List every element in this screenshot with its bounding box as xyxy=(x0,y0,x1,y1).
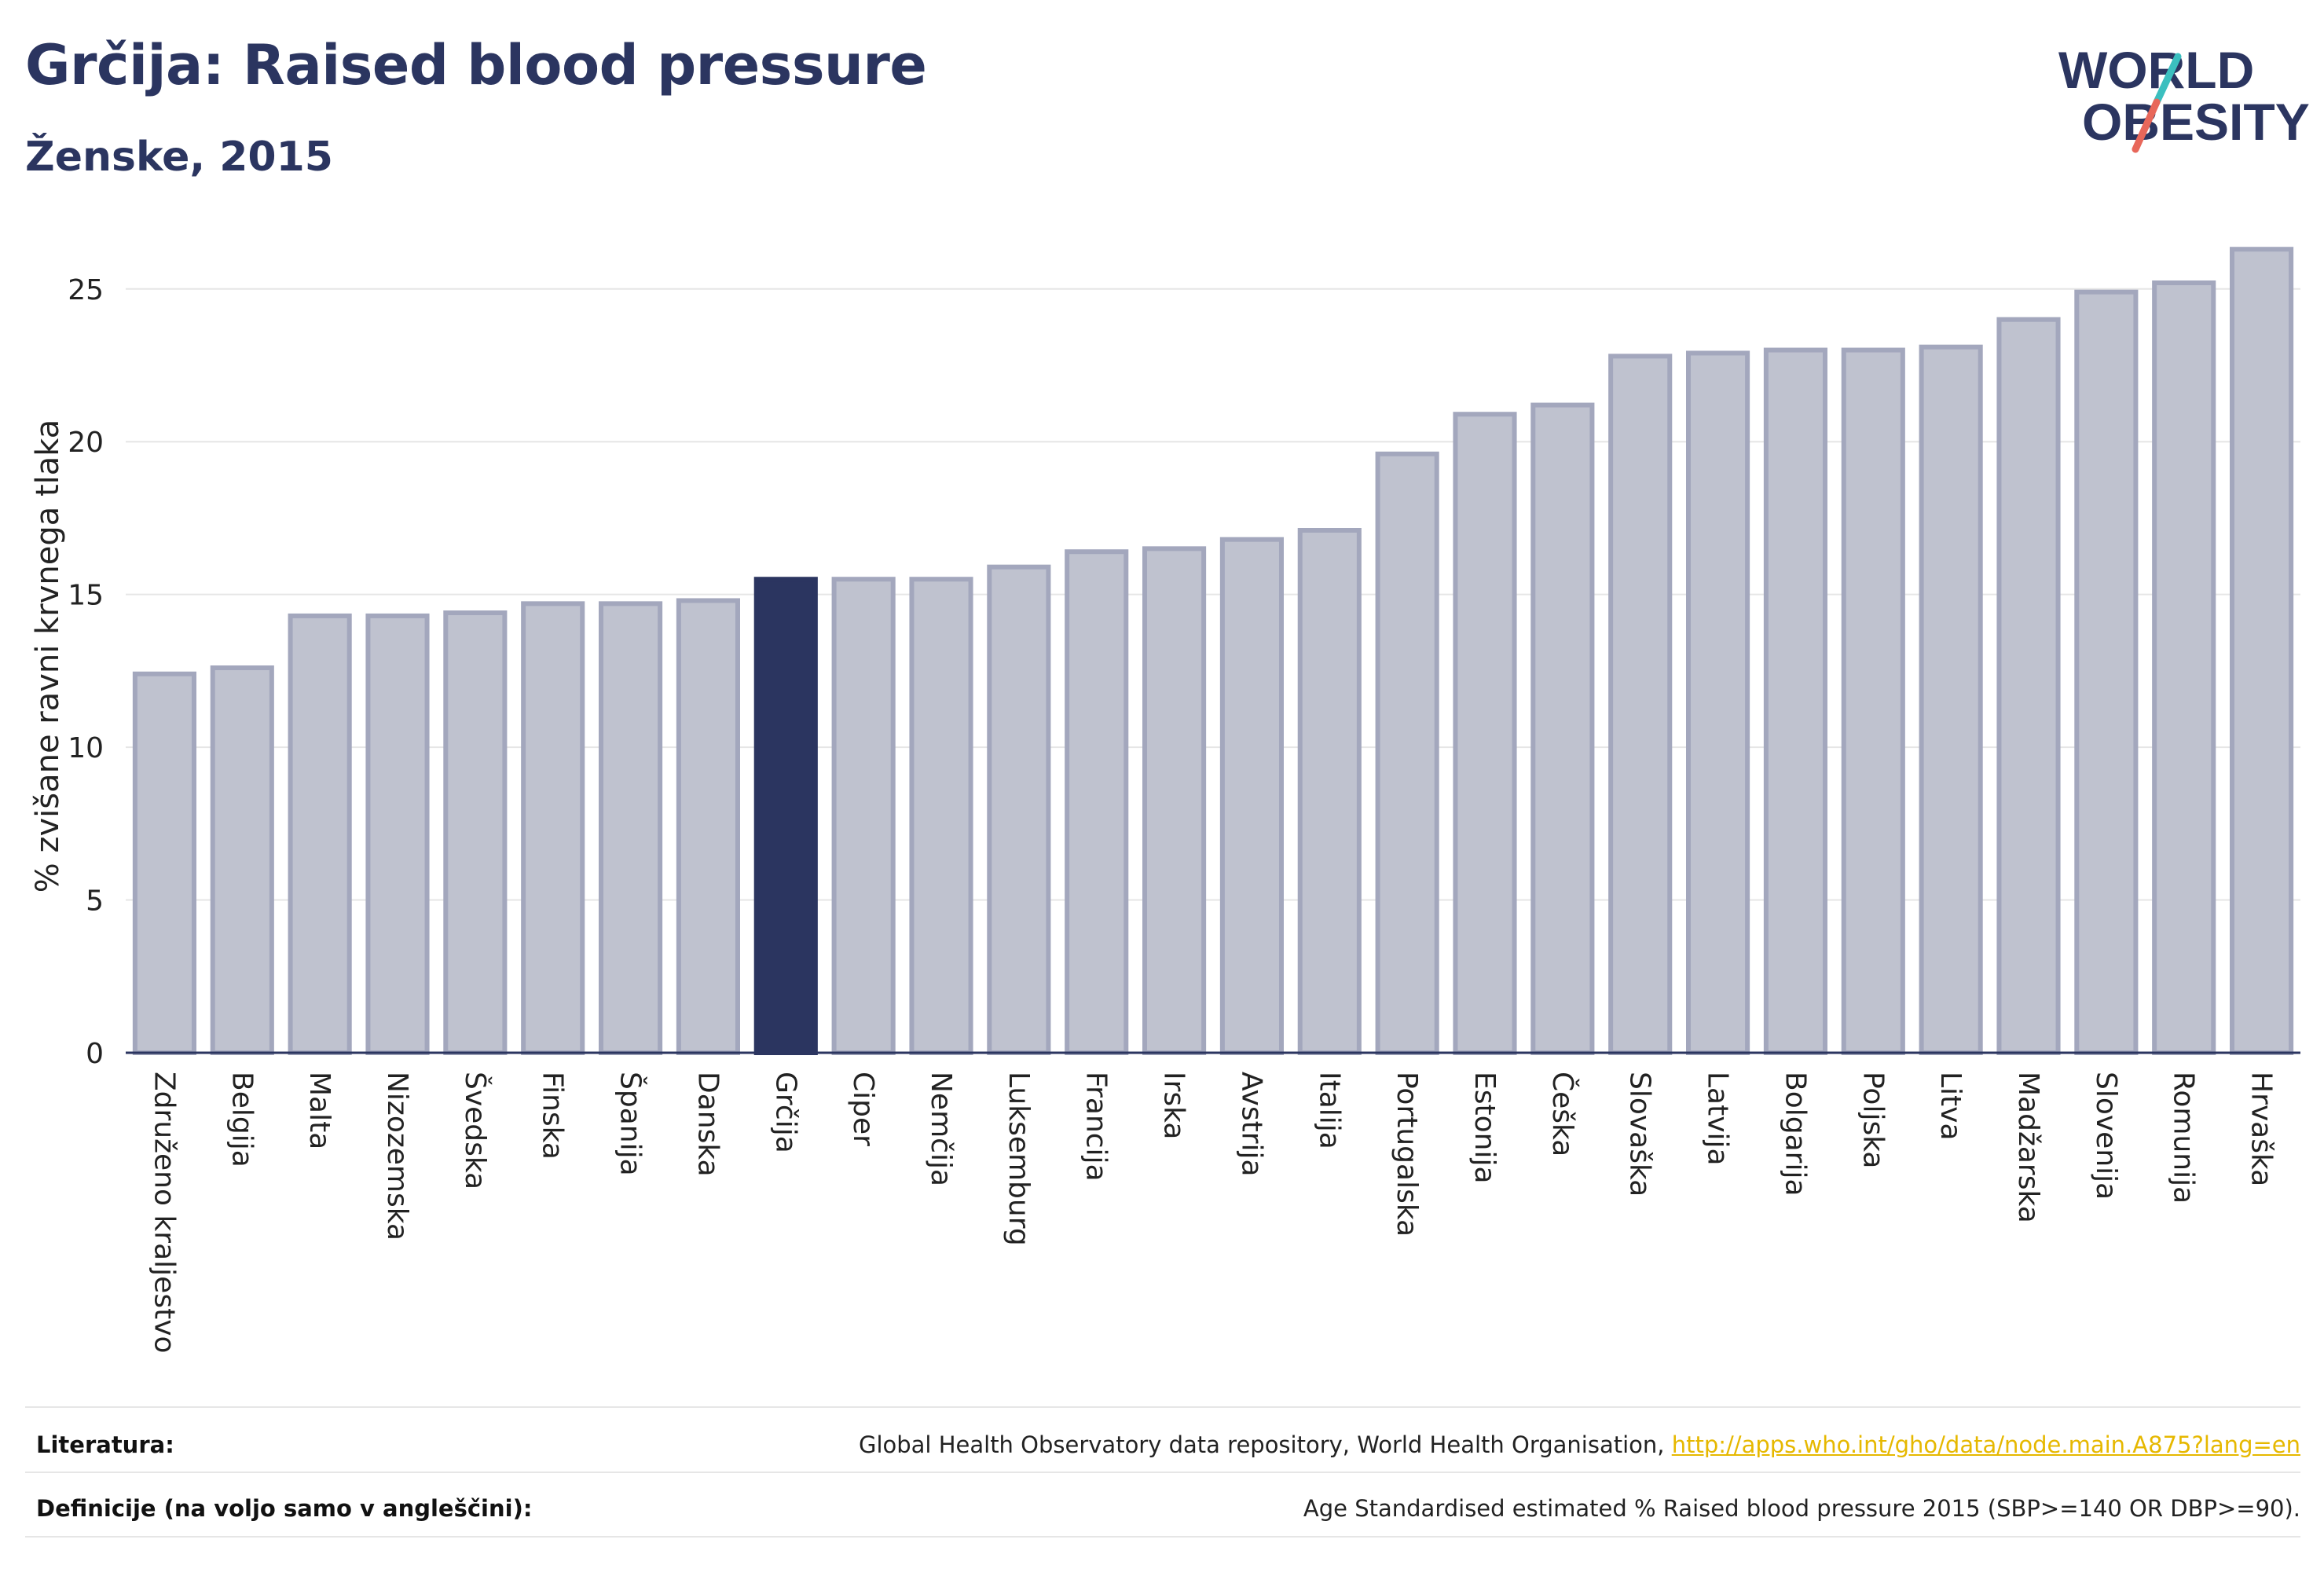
bar-5 xyxy=(521,601,585,1055)
bar-23 xyxy=(1919,344,1983,1055)
x-tick-label-5: Finska xyxy=(537,1072,569,1160)
logo-slash-top xyxy=(2153,53,2182,106)
bar-15 xyxy=(1297,528,1362,1055)
x-tick-label-7: Danska xyxy=(691,1072,724,1177)
y-tick-label-5: 5 xyxy=(86,885,104,918)
x-tick-label-14: Avstrija xyxy=(1235,1072,1267,1177)
bar-21 xyxy=(1763,347,1827,1055)
x-tick-label-10: Nemčija xyxy=(925,1072,957,1186)
x-tick-label-8: Grčija xyxy=(769,1072,801,1153)
bar-16 xyxy=(1375,451,1439,1055)
bar-9 xyxy=(831,577,896,1055)
logo-line2: OBESITY xyxy=(2082,93,2310,151)
footer-divider-top xyxy=(25,1406,2300,1408)
x-tick-label-12: Francija xyxy=(1080,1072,1113,1182)
logo-slash-bottom xyxy=(2132,98,2161,153)
bar-12 xyxy=(1065,549,1129,1055)
x-tick-label-4: Švedska xyxy=(459,1072,492,1189)
x-tick-label-9: Ciper xyxy=(847,1072,879,1146)
x-tick-label-26: Romunija xyxy=(2168,1072,2200,1204)
y-tick-label-0: 0 xyxy=(86,1038,104,1070)
y-tick-label-25: 25 xyxy=(68,274,104,306)
x-tick-label-3: Nizozemska xyxy=(381,1072,413,1241)
x-tick-label-11: Luksemburg xyxy=(1003,1072,1035,1246)
x-tick-label-16: Portugalska xyxy=(1391,1072,1423,1237)
bar-27 xyxy=(2230,247,2294,1055)
bar-7 xyxy=(676,598,740,1055)
bar-24 xyxy=(1996,317,2061,1055)
y-tick-label-20: 20 xyxy=(68,427,104,459)
bar-4 xyxy=(443,610,508,1055)
x-tick-label-1: Belgija xyxy=(225,1072,258,1167)
x-tick-label-17: Estonija xyxy=(1468,1072,1501,1184)
x-tick-label-15: Italija xyxy=(1313,1072,1345,1149)
definitions-label: Definicije (na voljo samo v angleščini): xyxy=(36,1495,533,1522)
bar-19 xyxy=(1608,354,1673,1056)
x-tick-label-13: Irska xyxy=(1158,1072,1190,1139)
bar-14 xyxy=(1219,537,1284,1055)
x-tick-label-20: Latvija xyxy=(1702,1072,1734,1166)
x-tick-label-27: Hrvaška xyxy=(2245,1072,2278,1186)
y-tick-label-15: 15 xyxy=(68,580,104,612)
bar-20 xyxy=(1686,350,1750,1055)
y-axis-label: % zvišane ravni krvnega tlaka xyxy=(30,420,66,892)
bar-10 xyxy=(909,577,973,1055)
literature-label: Literatura: xyxy=(36,1431,174,1458)
x-tick-label-24: Madžarska xyxy=(2012,1072,2044,1223)
bar-2 xyxy=(288,613,352,1055)
footer-divider-bottom xyxy=(25,1536,2300,1538)
bar-3 xyxy=(365,613,430,1055)
bar-17 xyxy=(1453,412,1517,1055)
x-tick-label-18: Češka xyxy=(1546,1072,1579,1156)
bar-8 xyxy=(753,577,818,1055)
x-tick-label-21: Bolgarija xyxy=(1779,1072,1811,1197)
world-obesity-logo: WORLD OBESITY xyxy=(2058,41,2310,153)
definitions-value: Age Standardised estimated % Raised bloo… xyxy=(1303,1495,2300,1522)
x-tick-label-19: Slovaška xyxy=(1624,1072,1656,1197)
bar-13 xyxy=(1142,546,1207,1055)
x-tick-label-0: Združeno kraljestvo xyxy=(148,1072,180,1354)
bar-0 xyxy=(132,671,196,1055)
x-tick-label-22: Poljska xyxy=(1857,1072,1889,1169)
y-tick-label-10: 10 xyxy=(68,732,104,764)
bar-1 xyxy=(210,665,274,1055)
bar-11 xyxy=(987,564,1051,1055)
bar-6 xyxy=(599,601,663,1055)
bar-18 xyxy=(1530,402,1595,1055)
x-tick-label-25: Slovenija xyxy=(2090,1072,2122,1200)
chart-subtitle: Ženske, 2015 xyxy=(25,134,333,181)
footer-divider-middle xyxy=(25,1472,2300,1473)
x-tick-label-6: Španija xyxy=(614,1072,647,1176)
x-tick-label-23: Litva xyxy=(1934,1072,1967,1141)
logo-line1: WORLD xyxy=(2058,41,2254,99)
literature-link[interactable]: http://apps.who.int/gho/data/node.main.A… xyxy=(1671,1431,2300,1458)
chart-title: Grčija: Raised blood pressure xyxy=(25,33,927,97)
x-tick-label-2: Malta xyxy=(303,1072,335,1149)
bar-26 xyxy=(2152,280,2216,1055)
bar-25 xyxy=(2074,289,2139,1055)
literature-value: Global Health Observatory data repositor… xyxy=(859,1431,2300,1458)
bar-chart: 0 5 10 15 20 25 % zvišane ravni krvnega tlaka Z… xyxy=(30,247,2300,1354)
literature-text: Global Health Observatory data repositor… xyxy=(858,1431,1672,1458)
bar-22 xyxy=(1841,347,1905,1055)
